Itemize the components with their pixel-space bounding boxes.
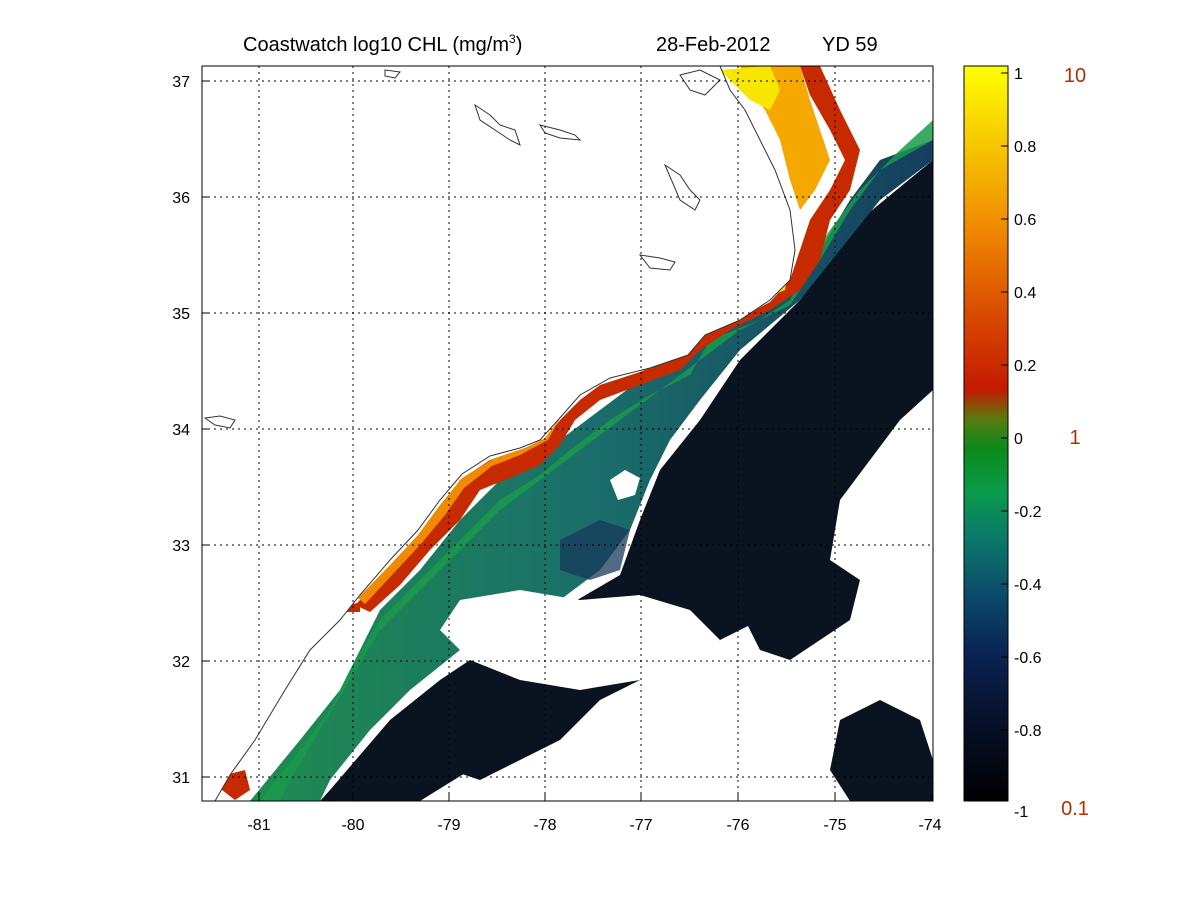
colorbar-linear-labels: 10 1 0.1 [1061,65,1089,820]
lat-tick-label: 31 [172,770,190,787]
shelf-water [250,140,933,801]
colorbar-tick-label: 0.4 [1014,285,1036,302]
offshore-patch [830,700,933,801]
lon-tick-label: -77 [629,817,652,834]
axes-frame [201,65,934,802]
lat-tick-label: 36 [172,190,190,207]
colorbar-tick-label: -0.6 [1014,650,1042,667]
cloud-gap [440,590,720,690]
colorbar-tick-label: 0.2 [1014,358,1036,375]
lat-tick-label: 33 [172,538,190,555]
tick-marks [202,80,933,801]
northern-nearshore-yellow [720,66,780,110]
title-superscript: 3 [509,32,516,46]
colorbar: 1 0.8 0.6 0.4 0.2 0 -0.2 -0.4 -0.6 -0.8 … [963,65,1089,821]
offshore-water [320,160,933,801]
shelf-water-dark [560,520,630,580]
cloud-gap [610,470,640,500]
colorbar-tick-label: -1 [1014,804,1028,821]
grid-lines [202,66,933,801]
title-close: ) [516,34,523,56]
map-plot-area: -81 -80 -79 -78 -77 -76 -75 -74 37 36 35… [172,65,942,834]
linear-scale-label: 10 [1064,65,1086,87]
lat-tick-labels: 37 36 35 34 33 32 31 [172,74,190,787]
cloud-gap [680,670,830,770]
colorbar-ticks [1001,72,1008,801]
offshore-patch [430,690,540,780]
lon-tick-label: -74 [918,817,941,834]
lon-tick-label: -78 [533,817,556,834]
colorbar-tick-label: -0.8 [1014,723,1042,740]
chlorophyll-field [202,66,933,801]
lat-tick-label: 34 [172,422,190,439]
inner-shelf-band [260,120,933,801]
colorbar-tick-label: 0.6 [1014,212,1036,229]
lon-tick-labels: -81 -80 -79 -78 -77 -76 -75 -74 [247,817,941,834]
title-yearday: YD 59 [822,34,878,56]
cloud-gap [860,470,933,660]
colorbar-tick-label: 1 [1014,66,1023,83]
colorbar-tick-label: -0.4 [1014,577,1042,594]
cloud-gap [540,760,660,801]
lon-tick-label: -76 [726,817,749,834]
lon-tick-label: -75 [823,817,846,834]
title-date: 28-Feb-2012 [656,34,771,56]
linear-scale-label: 0.1 [1061,798,1089,820]
lon-tick-label: -79 [437,817,460,834]
coastal-high-chl-band [355,66,860,612]
lon-tick-label: -80 [341,817,364,834]
lat-tick-label: 32 [172,654,190,671]
linear-scale-label: 1 [1069,427,1080,449]
land-mask [202,66,795,801]
lat-tick-label: 37 [172,74,190,91]
title-text: Coastwatch log10 CHL (mg/m3) [243,32,522,56]
colorbar-tick-label: -0.2 [1014,504,1042,521]
coastal-orange-edge [358,418,560,604]
title-main: Coastwatch log10 CHL (mg/m [243,34,509,56]
colorbar-tick-labels: 1 0.8 0.6 0.4 0.2 0 -0.2 -0.4 -0.6 -0.8 … [1014,66,1042,821]
offshore-patch [740,545,860,660]
colorbar-gradient [963,65,1009,802]
colorbar-tick-label: 0.8 [1014,139,1036,156]
lat-tick-label: 35 [172,306,190,323]
coastline [203,65,796,802]
colorbar-tick-label: 0 [1014,431,1023,448]
lon-tick-label: -81 [247,817,270,834]
figure-title: Coastwatch log10 CHL (mg/m3) 28-Feb-2012… [243,32,878,56]
